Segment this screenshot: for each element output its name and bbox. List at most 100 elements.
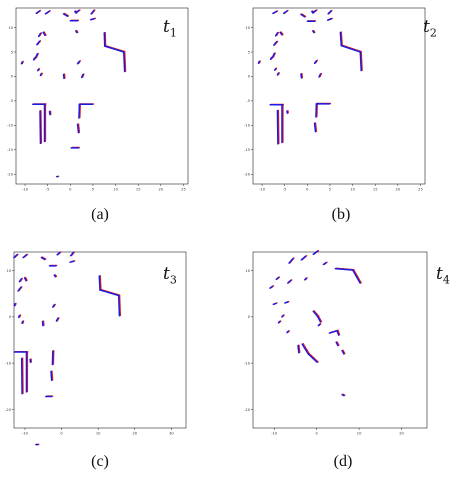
scan-segment-blue <box>276 72 280 76</box>
x-tick-label: 0 <box>316 432 319 436</box>
x-tick-label: 15 <box>136 188 141 192</box>
scan-segment-blue <box>32 57 36 61</box>
x-tick-label: 25 <box>181 188 186 192</box>
x-tick-label: 20 <box>396 188 401 192</box>
scan-segment-blue <box>274 32 279 37</box>
y-tick-label: -10 <box>244 124 251 128</box>
time-label-b: t2 <box>423 17 437 39</box>
scan-segment-red <box>22 319 25 324</box>
scan-segment-blue <box>74 10 77 15</box>
scan-segment-red <box>308 352 319 363</box>
scan-segment-blue <box>288 257 294 264</box>
scan-segment-blue <box>20 61 24 65</box>
y-tick-label: 5 <box>11 50 13 54</box>
scan-segment-red <box>314 122 318 133</box>
scan-segment-red <box>99 274 102 291</box>
scan-segment-blue <box>62 13 69 18</box>
x-tick-label: 10 <box>113 188 118 192</box>
scan-segment-blue <box>52 304 56 308</box>
scan-segment-red <box>340 31 343 47</box>
scan-segment-red <box>352 268 363 284</box>
scan-segment-blue <box>341 393 345 397</box>
scan-segment-blue <box>36 68 40 72</box>
scan-segment-blue <box>300 13 306 18</box>
scan-segment-blue <box>90 9 95 15</box>
scan-segment-blue <box>36 40 41 46</box>
scan-segment-blue <box>312 250 319 256</box>
time-label-subscript: 1 <box>169 26 177 40</box>
scatter-plot-b: -10 -5 0 5 10 15 20 25 10 5 0 -5 -10 -15 -20 <box>244 7 426 192</box>
scan-segment-blue <box>18 314 21 319</box>
y-tick-label: 10 <box>6 269 11 273</box>
scan-segment-blue <box>269 285 274 289</box>
scan-segment-red <box>337 329 341 336</box>
scan-segment-blue <box>328 329 338 334</box>
scatter-plot-a: -10 -5 0 5 10 15 20 25 10 5 0 -5 -10 -15 -20 <box>7 7 189 192</box>
scan-segment-red <box>54 274 58 278</box>
y-tick-label: -10 <box>7 124 14 128</box>
scan-segment-blue <box>283 10 288 15</box>
y-tick-label: -5 <box>246 99 250 103</box>
y-tick-label: -20 <box>7 173 14 177</box>
x-tick-label: 5 <box>329 188 331 192</box>
scan-segment-blue <box>281 314 285 318</box>
y-tick-label: 10 <box>245 269 250 273</box>
y-tick-label: -10 <box>5 361 12 365</box>
scan-segment-blue <box>339 31 343 47</box>
x-tick-label: 5 <box>92 188 94 192</box>
scan-segment-blue <box>340 44 362 53</box>
x-tick-label: -5 <box>283 188 287 192</box>
scan-segment-blue <box>99 289 120 297</box>
scan-segment-blue <box>286 329 290 334</box>
scan-segment-blue <box>277 320 281 324</box>
plot-frame <box>15 7 189 185</box>
x-tick-label: -10 <box>22 188 29 192</box>
scan-segment-red <box>312 29 316 34</box>
scan-segment-blue <box>42 31 46 37</box>
time-label-c: t3 <box>163 264 177 286</box>
x-tick-label: 20 <box>399 432 404 436</box>
y-tick-label: -20 <box>244 173 251 177</box>
scan-segment-red <box>298 344 301 354</box>
time-label-a: t1 <box>163 17 177 39</box>
scan-segment-blue <box>117 294 121 317</box>
scan-segment-red <box>342 349 346 355</box>
x-tick-label: 20 <box>159 188 164 192</box>
scan-segment-blue <box>322 261 327 266</box>
scan-segment-red <box>360 50 363 71</box>
scan-segment-blue <box>40 256 46 261</box>
scan-segment-blue <box>122 51 126 73</box>
scan-segment-red <box>301 13 307 18</box>
y-tick-label: -15 <box>244 148 250 152</box>
scan-segment-blue <box>50 370 53 382</box>
x-tick-label: -10 <box>22 432 29 436</box>
scan-segment-blue <box>311 30 315 34</box>
scan-segment-blue <box>297 344 300 354</box>
chart-panel-a: -10 -5 0 5 10 15 20 25 10 5 0 -5 -10 -15 -20 t1 (a) <box>0 0 237 238</box>
y-tick-label: 0 <box>9 315 12 319</box>
scan-segment-blue <box>69 260 75 263</box>
scan-segment-blue <box>74 30 78 34</box>
scan-segment-blue <box>18 278 23 283</box>
y-tick-label: -20 <box>244 408 251 412</box>
scan-segment-blue <box>272 302 277 306</box>
y-tick-label: -10 <box>244 361 251 365</box>
scan-segment-blue <box>307 353 318 363</box>
scan-segment-blue <box>23 277 27 282</box>
scan-segment-blue <box>272 10 278 15</box>
scan-segment-blue <box>317 323 321 327</box>
scan-segment-blue <box>313 122 317 133</box>
scan-segment-blue <box>98 275 101 291</box>
time-label-subscript: 3 <box>169 273 177 287</box>
scatter-plot-d: -10 0 10 20 10 0 -10 -20 <box>244 249 428 436</box>
x-tick-label: 0 <box>60 432 63 436</box>
scan-segment-blue <box>55 317 59 322</box>
scan-segment-blue <box>335 341 339 347</box>
chart-panel-b: -10 -5 0 5 10 15 20 25 10 5 0 -5 -10 -15 -20 t2 (b) <box>237 0 474 238</box>
scan-segment-blue <box>89 18 96 21</box>
scan-segment-blue <box>257 60 261 64</box>
y-tick-label: 10 <box>245 26 250 30</box>
x-tick-label: 10 <box>357 432 362 436</box>
scan-segment-red <box>336 341 340 346</box>
scan-segment-blue <box>275 276 280 281</box>
